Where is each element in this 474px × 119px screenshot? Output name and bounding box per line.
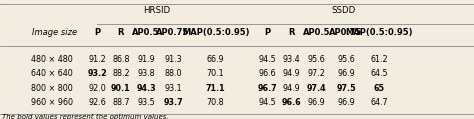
Text: 94.5: 94.5 bbox=[259, 55, 277, 64]
Text: 93.5: 93.5 bbox=[137, 98, 155, 107]
Text: AP0.5: AP0.5 bbox=[303, 28, 330, 37]
Text: 88.7: 88.7 bbox=[112, 98, 130, 107]
Text: AP0.75: AP0.75 bbox=[329, 28, 363, 37]
Text: 97.2: 97.2 bbox=[308, 69, 326, 78]
Text: 91.3: 91.3 bbox=[164, 55, 182, 64]
Text: The bold values represent the optimum values.: The bold values represent the optimum va… bbox=[2, 114, 169, 119]
Text: 94.3: 94.3 bbox=[136, 84, 156, 93]
Text: 480 × 480: 480 × 480 bbox=[31, 55, 73, 64]
Text: 96.9: 96.9 bbox=[308, 98, 326, 107]
Text: 95.6: 95.6 bbox=[308, 55, 326, 64]
Text: AP0.5: AP0.5 bbox=[132, 28, 160, 37]
Text: 93.2: 93.2 bbox=[87, 69, 107, 78]
Text: 92.6: 92.6 bbox=[88, 98, 106, 107]
Text: P: P bbox=[265, 28, 271, 37]
Text: 70.8: 70.8 bbox=[207, 98, 225, 107]
Text: HRSID: HRSID bbox=[143, 6, 170, 15]
Text: R: R bbox=[288, 28, 295, 37]
Text: P: P bbox=[94, 28, 100, 37]
Text: 86.8: 86.8 bbox=[112, 55, 129, 64]
Text: 96.6: 96.6 bbox=[282, 98, 301, 107]
Text: 96.9: 96.9 bbox=[337, 69, 355, 78]
Text: 91.9: 91.9 bbox=[137, 55, 155, 64]
Text: SSDD: SSDD bbox=[331, 6, 356, 15]
Text: 640 × 640: 640 × 640 bbox=[31, 69, 73, 78]
Text: 96.6: 96.6 bbox=[259, 69, 277, 78]
Text: 97.5: 97.5 bbox=[336, 84, 356, 93]
Text: AP0.75: AP0.75 bbox=[156, 28, 190, 37]
Text: 94.5: 94.5 bbox=[259, 98, 277, 107]
Text: 70.1: 70.1 bbox=[207, 69, 225, 78]
Text: 91.2: 91.2 bbox=[88, 55, 106, 64]
Text: 64.7: 64.7 bbox=[370, 98, 388, 107]
Text: 65: 65 bbox=[374, 84, 385, 93]
Text: 960 × 960: 960 × 960 bbox=[31, 98, 73, 107]
Text: 97.4: 97.4 bbox=[307, 84, 327, 93]
Text: 96.7: 96.7 bbox=[258, 84, 278, 93]
Text: Image size: Image size bbox=[32, 28, 77, 37]
Text: 95.6: 95.6 bbox=[337, 55, 355, 64]
Text: MAP(0.5:0.95): MAP(0.5:0.95) bbox=[346, 28, 413, 37]
Text: 94.9: 94.9 bbox=[283, 69, 301, 78]
Text: 90.1: 90.1 bbox=[111, 84, 131, 93]
Text: 71.1: 71.1 bbox=[206, 84, 226, 93]
Text: 66.9: 66.9 bbox=[207, 55, 225, 64]
Text: 93.4: 93.4 bbox=[283, 55, 301, 64]
Text: 64.5: 64.5 bbox=[370, 69, 388, 78]
Text: 61.2: 61.2 bbox=[370, 55, 388, 64]
Text: 88.0: 88.0 bbox=[164, 69, 182, 78]
Text: R: R bbox=[118, 28, 124, 37]
Text: 93.1: 93.1 bbox=[164, 84, 182, 93]
Text: 88.2: 88.2 bbox=[112, 69, 130, 78]
Text: 96.9: 96.9 bbox=[337, 98, 355, 107]
Text: 93.8: 93.8 bbox=[137, 69, 155, 78]
Text: 94.9: 94.9 bbox=[283, 84, 301, 93]
Text: 800 × 800: 800 × 800 bbox=[31, 84, 73, 93]
Text: 93.7: 93.7 bbox=[163, 98, 183, 107]
Text: MAP(0.5:0.95): MAP(0.5:0.95) bbox=[182, 28, 249, 37]
Text: 92.0: 92.0 bbox=[88, 84, 106, 93]
